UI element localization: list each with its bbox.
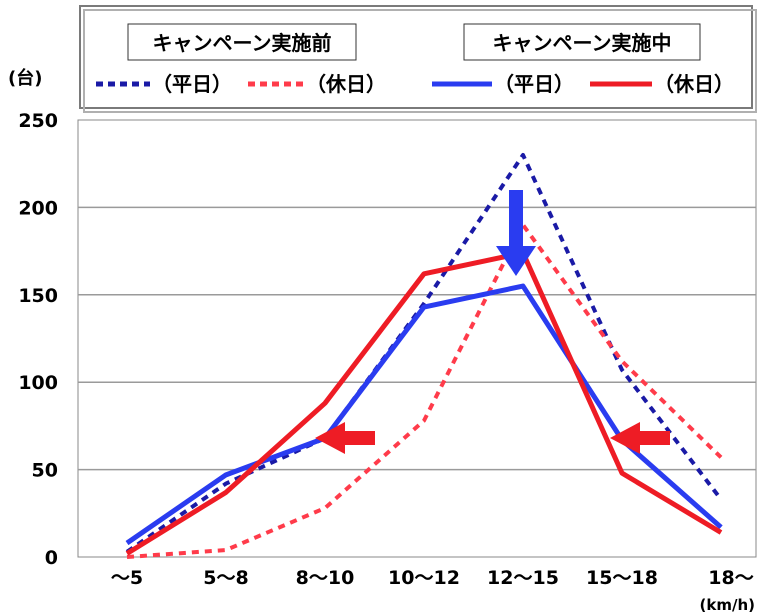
annotation-arrows xyxy=(315,190,670,454)
arrow-left-icon xyxy=(610,422,670,454)
legend-label-during-holiday: （休日） xyxy=(654,72,734,96)
series-line-1 xyxy=(126,222,723,559)
y-tick-label: 250 xyxy=(18,110,58,132)
x-tick-label: 8～10 xyxy=(296,567,355,589)
x-tick-label: 5～8 xyxy=(203,567,248,589)
legend-shadow xyxy=(83,9,757,113)
y-axis-ticks: 0 50 100 150 200 250 xyxy=(18,110,58,569)
legend-group-during-box xyxy=(463,23,701,61)
legend-label-before-holiday: （休日） xyxy=(306,72,386,96)
series-line-3 xyxy=(125,250,723,556)
arrow-left-icon xyxy=(315,422,375,454)
legend: キャンペーン実施前 キャンペーン実施中 （平日） （休日） （平日） （休日） xyxy=(79,5,757,113)
x-axis-ticks: ～5 5～8 8～10 10～12 12～15 15～18 18～ xyxy=(111,567,754,589)
x-tick-label: ～5 xyxy=(111,567,143,589)
y-tick-label: 50 xyxy=(32,460,58,482)
series-line-0 xyxy=(125,152,723,554)
y-unit-label: (台) xyxy=(8,67,42,89)
x-tick-label: 15～18 xyxy=(586,567,658,589)
legend-label-before-weekday: （平日） xyxy=(152,72,232,96)
legend-group-during-title: キャンペーン実施中 xyxy=(493,31,672,55)
legend-group-before-title: キャンペーン実施前 xyxy=(153,31,332,55)
legend-label-during-weekday: （平日） xyxy=(494,72,574,96)
x-tick-label: 12～15 xyxy=(487,567,559,589)
x-unit-label: (km/h) xyxy=(700,596,755,614)
y-tick-label: 100 xyxy=(18,372,58,394)
x-tick-label: 10～12 xyxy=(388,567,460,589)
y-tick-label: 150 xyxy=(18,285,58,307)
legend-group-before-box xyxy=(127,23,357,61)
y-tick-label: 200 xyxy=(18,197,58,219)
y-tick-label: 0 xyxy=(45,547,58,569)
x-tick-label: 18～ xyxy=(708,567,753,589)
arrow-down-icon xyxy=(496,190,536,276)
